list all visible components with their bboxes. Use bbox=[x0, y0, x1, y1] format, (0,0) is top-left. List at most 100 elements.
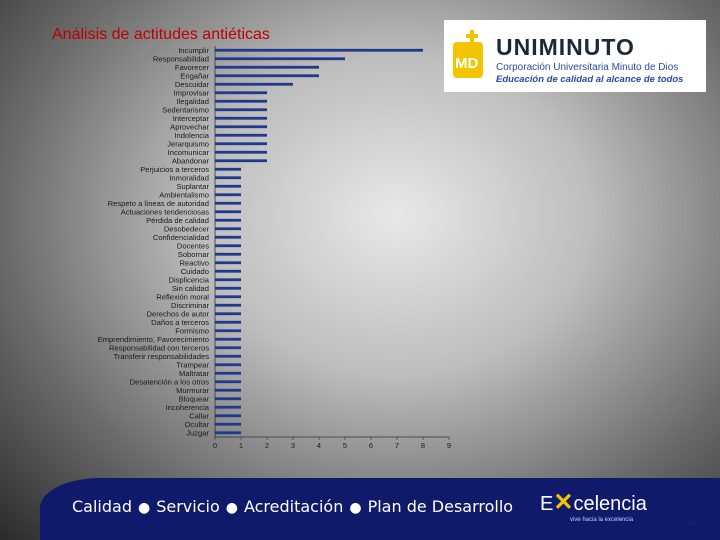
bar bbox=[215, 91, 267, 95]
category-label: Callar bbox=[189, 411, 209, 420]
footer-background bbox=[40, 478, 720, 540]
excelencia-logo: E✕celencia vive hacia la excelencia bbox=[540, 489, 647, 523]
category-label: Reflexión moral bbox=[156, 292, 209, 301]
bullet-icon: ● bbox=[349, 500, 362, 516]
x-tick-label: 7 bbox=[395, 441, 399, 450]
bar bbox=[215, 295, 241, 299]
bar bbox=[215, 193, 241, 197]
category-label: Trampear bbox=[176, 360, 209, 369]
category-label: Confidencialidad bbox=[153, 233, 209, 242]
footer-item-servicio: Servicio bbox=[156, 497, 220, 516]
excelencia-logo-text: celencia bbox=[573, 493, 647, 515]
category-label: Respeto a líneas de autoridad bbox=[108, 199, 209, 208]
category-label: Incoherencia bbox=[166, 403, 210, 412]
bar bbox=[215, 218, 241, 222]
category-label: Formismo bbox=[175, 326, 209, 335]
footer-values: Calidad ● Servicio ● Acreditación ● Plan de De… bbox=[72, 497, 513, 516]
bar bbox=[215, 371, 241, 375]
bar bbox=[215, 320, 241, 324]
category-label: Responsabilidad bbox=[153, 54, 209, 63]
category-label: Sedentarismo bbox=[162, 105, 209, 114]
category-label: Displicencia bbox=[168, 275, 209, 284]
bar bbox=[215, 269, 241, 273]
x-tick-label: 1 bbox=[239, 441, 243, 450]
slide-title: Análisis de actitudes antiéticas bbox=[52, 26, 270, 43]
bar bbox=[215, 65, 319, 69]
bar bbox=[215, 252, 241, 256]
logo-mark: MD bbox=[455, 55, 478, 72]
bar bbox=[215, 142, 267, 146]
bar bbox=[215, 312, 241, 316]
category-label: Improvisar bbox=[174, 88, 210, 97]
category-label: Transferir responsabilidades bbox=[113, 352, 209, 361]
bar bbox=[215, 74, 319, 78]
bar bbox=[215, 116, 267, 120]
bar bbox=[215, 354, 241, 358]
category-label: Maltratar bbox=[179, 369, 209, 378]
category-label: Docentes bbox=[177, 241, 209, 250]
category-labels: IncumplirResponsabilidadFavorecerEngañar… bbox=[98, 46, 210, 438]
bullet-icon: ● bbox=[137, 500, 151, 516]
footer-item-acreditacion: Acreditación bbox=[243, 497, 344, 516]
category-label: Indolencia bbox=[174, 131, 209, 140]
bar bbox=[215, 329, 241, 333]
category-label: Favorecer bbox=[175, 63, 210, 72]
bar bbox=[215, 286, 241, 290]
category-label: Desatención a los otros bbox=[130, 377, 210, 386]
bar-series bbox=[215, 48, 423, 435]
category-label: Descuidar bbox=[175, 80, 210, 89]
bar bbox=[215, 108, 267, 112]
category-label: Incumplir bbox=[178, 46, 209, 55]
bar bbox=[215, 48, 423, 52]
footer-band: Calidad ● Servicio ● Acreditación ● Plan de De… bbox=[0, 456, 720, 540]
bar bbox=[215, 397, 241, 401]
x-tick-label: 3 bbox=[291, 441, 295, 450]
x-tick-label: 8 bbox=[421, 441, 425, 450]
footer-item-plan: Plan de Desarrollo bbox=[367, 497, 514, 516]
category-label: Reactivo bbox=[179, 258, 209, 267]
category-label: Engañar bbox=[180, 71, 209, 80]
uniminuto-logo: MD UNIMINUTO Corporación Universitaria M… bbox=[444, 20, 706, 92]
bar bbox=[215, 244, 241, 248]
x-mark-icon: ✕ bbox=[553, 489, 574, 516]
bar bbox=[215, 414, 241, 418]
bar bbox=[215, 405, 241, 409]
category-label: Bloquear bbox=[179, 394, 210, 403]
bar bbox=[215, 201, 241, 205]
x-tick-label: 6 bbox=[369, 441, 373, 450]
bar bbox=[215, 380, 241, 384]
category-label: Perjuicios a terceros bbox=[140, 165, 209, 174]
category-label: Suplantar bbox=[176, 182, 209, 191]
bar bbox=[215, 346, 241, 350]
category-label: Inmoralidad bbox=[169, 173, 209, 182]
logo-tagline: Educación de calidad al alcance de todos bbox=[496, 74, 684, 85]
bar bbox=[215, 431, 241, 435]
category-label: Responsabilidad con terceros bbox=[109, 343, 209, 352]
category-label: Aprovechar bbox=[170, 122, 209, 131]
bar bbox=[215, 133, 267, 137]
category-label: Interceptar bbox=[173, 114, 210, 123]
category-label: Cuidado bbox=[181, 267, 209, 276]
category-label: Pérdida de calidad bbox=[146, 216, 209, 225]
x-tick-label: 9 bbox=[447, 441, 451, 450]
bar bbox=[215, 337, 241, 341]
bar bbox=[215, 278, 241, 282]
x-tick-labels: 0 1 2 3 4 5 6 7 8 9 bbox=[213, 437, 451, 450]
category-label: Ambientalismo bbox=[159, 190, 209, 199]
category-label: Actuaciones tendenciosas bbox=[121, 207, 209, 216]
bar bbox=[215, 261, 241, 265]
category-label: Incomunicar bbox=[168, 148, 210, 157]
category-label: Juzgar bbox=[186, 428, 209, 437]
bar bbox=[215, 167, 241, 171]
page-number: 14 bbox=[686, 517, 697, 527]
excelencia-tagline: vive hacia la excelencia bbox=[570, 517, 634, 523]
x-tick-label: 2 bbox=[265, 441, 269, 450]
bar bbox=[215, 210, 241, 214]
category-label: Jerarquismo bbox=[167, 139, 209, 148]
logo-brand-text: UNIMINUTO bbox=[496, 34, 635, 60]
category-label: Discriminar bbox=[171, 301, 209, 310]
category-label: Sin calidad bbox=[172, 284, 209, 293]
bar bbox=[215, 227, 241, 231]
bar bbox=[215, 422, 241, 426]
